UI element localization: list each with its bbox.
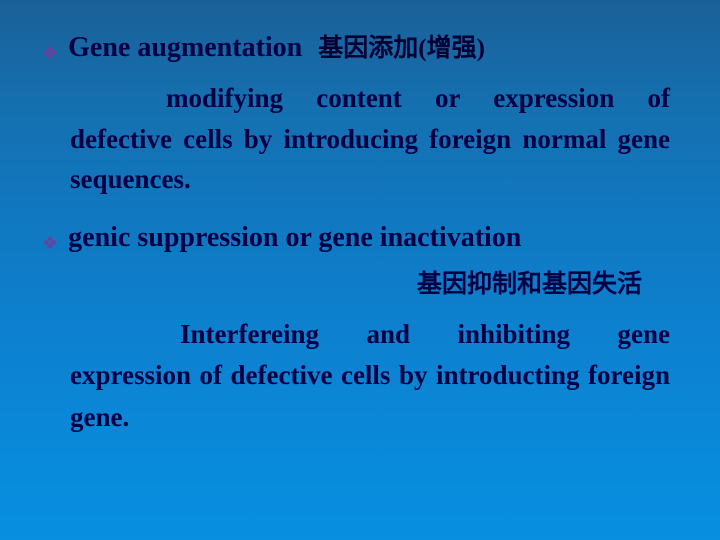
bullet-cn-right-2: 基因抑制和基因失活 — [42, 264, 642, 300]
bullet-body-text-1: modifying content or expression of defec… — [70, 83, 670, 194]
bullet-body-text-2: Interfereing and inhibiting gene express… — [70, 319, 670, 433]
bullet-line-1: ❖ Gene augmentation 基因添加(增强) — [42, 28, 670, 64]
bullet-line-2: ❖ genic suppression or gene inactivation — [42, 222, 670, 254]
bullet-block-2: ❖ genic suppression or gene inactivation… — [42, 222, 670, 440]
diamond-icon: ❖ — [42, 43, 58, 64]
bullet-block-1: ❖ Gene augmentation 基因添加(增强) modifying c… — [42, 28, 670, 200]
diamond-icon: ❖ — [42, 233, 58, 254]
bullet-body-1: modifying content or expression of defec… — [70, 78, 670, 200]
bullet-title-cn-1: 基因添加(增强) — [318, 28, 485, 64]
bullet-body-2: Interfereing and inhibiting gene express… — [70, 314, 670, 440]
bullet-title-en-2: genic suppression or gene inactivation — [68, 222, 521, 254]
bullet-title-en-1: Gene augmentation — [68, 32, 302, 64]
